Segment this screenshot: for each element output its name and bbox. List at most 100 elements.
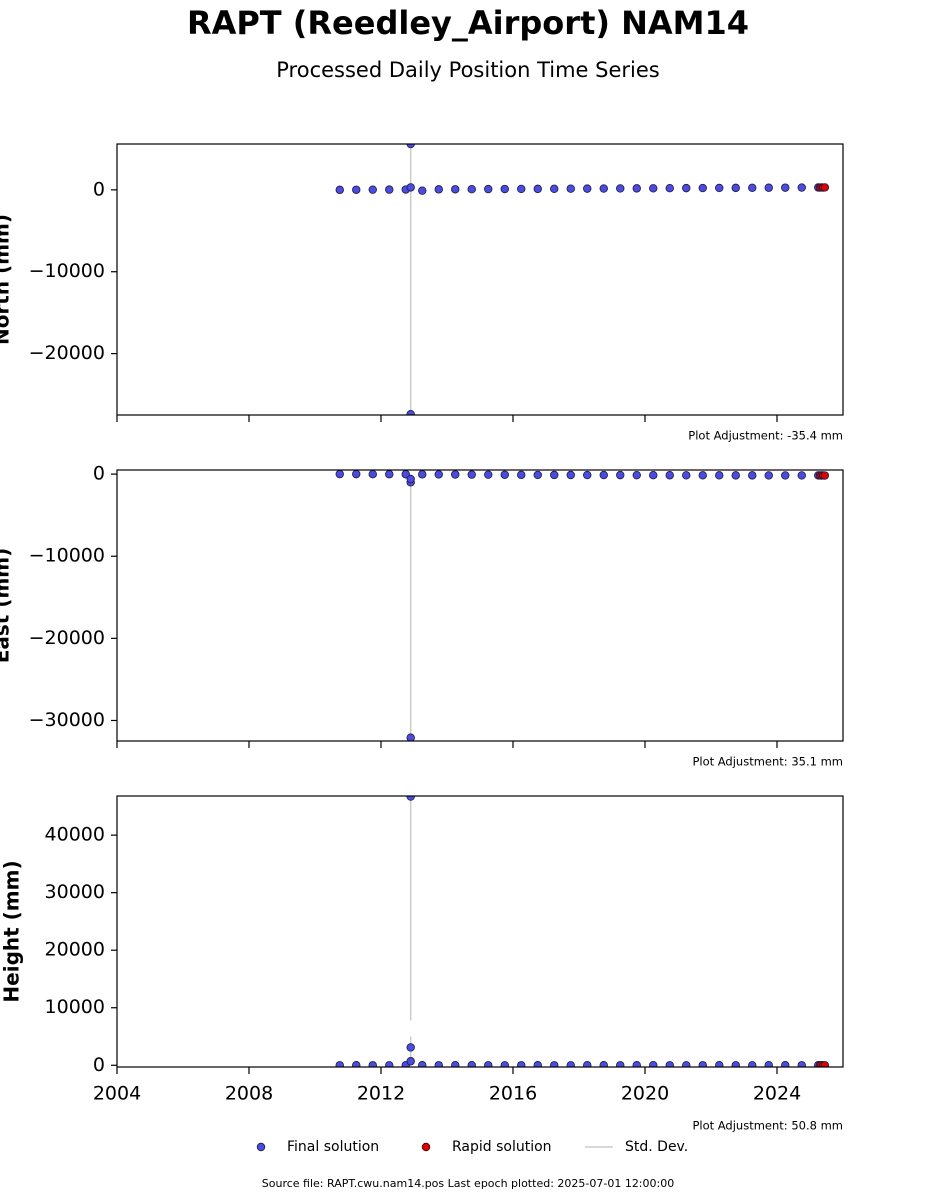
final-point bbox=[764, 1060, 773, 1067]
final-point bbox=[434, 470, 443, 479]
y-tick-label: 30000 bbox=[45, 881, 105, 903]
final-point bbox=[632, 470, 641, 480]
final-point bbox=[550, 184, 559, 193]
final-point bbox=[731, 471, 740, 480]
final-point bbox=[599, 470, 608, 480]
final-point bbox=[406, 409, 415, 415]
x-tick-label: 2004 bbox=[93, 1083, 141, 1105]
final-point bbox=[731, 183, 740, 193]
final-point bbox=[418, 186, 427, 195]
final-point bbox=[368, 185, 377, 194]
final-point bbox=[406, 1043, 415, 1052]
x-tick-label: 2024 bbox=[753, 1083, 801, 1105]
plot-frame bbox=[116, 469, 844, 742]
plot-adjustment: Plot Adjustment: 35.1 mm bbox=[692, 755, 843, 769]
final-point bbox=[715, 471, 724, 480]
final-point bbox=[698, 183, 707, 193]
x-tick-label: 2020 bbox=[621, 1083, 669, 1105]
final-point bbox=[599, 184, 608, 193]
final-point bbox=[352, 1061, 361, 1067]
plot-adjustment: Plot Adjustment: -35.4 mm bbox=[688, 429, 843, 443]
final-point bbox=[517, 470, 526, 480]
y-axis-label: Height (mm) bbox=[0, 860, 24, 1002]
y-tick-label: 0 bbox=[93, 178, 105, 200]
final-point bbox=[764, 183, 773, 192]
y-tick-label: −10000 bbox=[29, 260, 105, 282]
final-point bbox=[649, 1060, 658, 1067]
final-point bbox=[797, 471, 806, 480]
final-point bbox=[517, 184, 526, 194]
y-tick-label: −30000 bbox=[29, 709, 105, 731]
y-tick-label: −20000 bbox=[29, 627, 105, 649]
final-point bbox=[451, 470, 460, 479]
final-point bbox=[731, 1061, 740, 1067]
final-point bbox=[467, 1060, 476, 1067]
x-tick-label: 2012 bbox=[357, 1083, 405, 1105]
final-point bbox=[748, 1061, 757, 1067]
plot-area bbox=[335, 470, 830, 741]
final-point bbox=[566, 184, 575, 193]
subtitle: Processed Daily Position Time Series bbox=[276, 58, 660, 82]
rapid-point bbox=[820, 1061, 830, 1067]
final-point bbox=[467, 184, 476, 194]
plot-frame bbox=[116, 795, 844, 1068]
final-point bbox=[335, 185, 344, 195]
y-tick-label: 20000 bbox=[45, 939, 105, 961]
final-point bbox=[406, 1057, 415, 1066]
final-point bbox=[451, 1061, 460, 1067]
final-point bbox=[500, 184, 509, 194]
final-point bbox=[500, 1061, 509, 1067]
final-point bbox=[533, 470, 542, 480]
final-point bbox=[715, 183, 724, 193]
final-point bbox=[484, 1061, 493, 1067]
legend-label: Rapid solution bbox=[452, 1139, 552, 1155]
final-point bbox=[583, 184, 592, 193]
final-point bbox=[467, 470, 476, 479]
y-tick-label: 0 bbox=[93, 1054, 105, 1076]
final-point bbox=[632, 184, 641, 193]
final-point bbox=[682, 183, 691, 193]
final-point bbox=[335, 1061, 344, 1067]
final-point bbox=[748, 183, 757, 193]
final-point bbox=[406, 474, 415, 484]
source-note: Source file: RAPT.cwu.nam14.pos Last epo… bbox=[262, 1177, 674, 1190]
final-point bbox=[500, 470, 509, 479]
final-point bbox=[566, 470, 575, 480]
final-point bbox=[550, 1061, 559, 1067]
final-point bbox=[665, 1061, 674, 1067]
final-point bbox=[764, 471, 773, 480]
final-point bbox=[698, 471, 707, 480]
plot-area bbox=[335, 144, 830, 415]
rapid-point bbox=[820, 471, 830, 480]
final-point bbox=[566, 1061, 575, 1067]
legend-marker bbox=[256, 1142, 266, 1152]
final-point bbox=[797, 183, 806, 192]
title: RAPT (Reedley_Airport) NAM14 bbox=[187, 4, 749, 42]
final-point bbox=[649, 184, 658, 193]
final-point bbox=[517, 1061, 526, 1067]
y-axis-label: North (mm) bbox=[0, 214, 14, 345]
final-point bbox=[698, 1061, 707, 1067]
final-point bbox=[484, 470, 493, 479]
final-point bbox=[665, 184, 674, 193]
final-point bbox=[434, 185, 443, 194]
final-point bbox=[550, 470, 559, 480]
final-point bbox=[748, 471, 757, 480]
y-tick-label: −10000 bbox=[29, 545, 105, 567]
final-point bbox=[599, 1061, 608, 1067]
final-point bbox=[418, 470, 427, 479]
y-tick-label: 10000 bbox=[45, 996, 105, 1018]
legend-marker bbox=[421, 1142, 431, 1152]
final-point bbox=[632, 1061, 641, 1067]
final-point bbox=[616, 470, 625, 480]
y-tick-label: 0 bbox=[93, 463, 105, 485]
final-point bbox=[665, 471, 674, 480]
final-point bbox=[352, 185, 361, 194]
final-point bbox=[715, 1061, 724, 1067]
legend-label: Final solution bbox=[287, 1139, 379, 1155]
final-point bbox=[418, 1061, 427, 1067]
final-point bbox=[335, 470, 344, 479]
final-point bbox=[368, 470, 377, 479]
final-point bbox=[368, 1061, 377, 1067]
